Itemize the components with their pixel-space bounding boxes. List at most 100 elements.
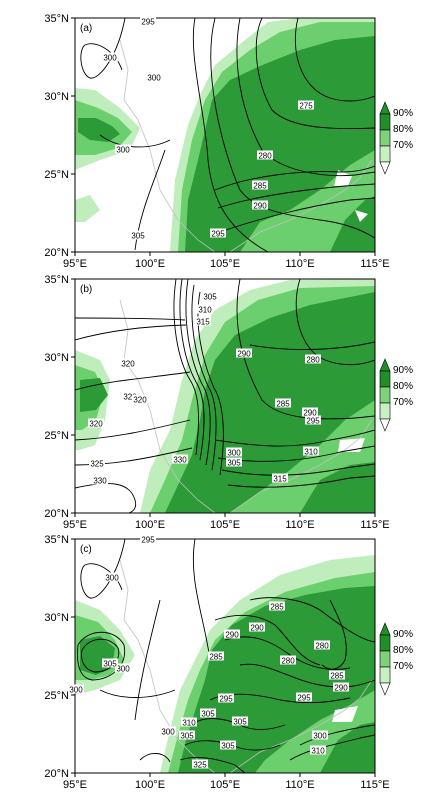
contour-label-bg: [226, 447, 242, 457]
legend-label: 90%: [393, 108, 413, 119]
contour-label: 285: [253, 182, 267, 191]
lon-tick-label: 95°E: [63, 519, 87, 531]
lon-tick-label: 115°E: [360, 519, 389, 531]
legend-arrow-top: [379, 622, 391, 636]
legend-arrow-top: [379, 358, 391, 372]
panel-b-map: [75, 279, 375, 513]
panel-tag: (c): [80, 544, 92, 555]
lat-tick-label: 30°N: [44, 91, 69, 103]
lon-tick-label: 95°E: [63, 779, 87, 791]
contour-label: 305: [131, 232, 145, 241]
coastline: [119, 559, 373, 773]
contour-label-bg: [232, 716, 248, 726]
lat-tick-label: 25°N: [44, 690, 69, 702]
contour-label-bg: [312, 730, 328, 740]
panel-a-map: [75, 18, 375, 252]
legend-swatch: [379, 129, 391, 147]
contour-label-bg: [202, 291, 218, 301]
legend-swatch: [379, 650, 391, 668]
humidity-90-region: [78, 118, 120, 142]
contour-label-bg: [305, 415, 321, 425]
humidity-90-region: [320, 722, 375, 773]
legend-swatch: [379, 402, 391, 420]
contour-label: 315: [273, 475, 287, 484]
contour-label-bg: [252, 200, 268, 210]
legend-label: 80%: [393, 645, 413, 656]
contour-label-bg: [140, 16, 156, 26]
legend-label: 70%: [393, 661, 413, 672]
contour-label: 295: [141, 18, 155, 27]
contour-label: 300: [227, 449, 241, 458]
lon-tick-label: 100°E: [135, 779, 165, 791]
contour-label: 325: [193, 761, 207, 770]
axis-ticks: 35°N30°N25°N20°N95°E 100°E 105°E 110°E 115°E…: [44, 13, 389, 791]
legend-label: 70%: [393, 140, 413, 151]
contour-label-bg: [314, 640, 330, 650]
contour-label-bg: [224, 629, 240, 639]
contour-label-bg: [195, 316, 211, 326]
contour-label-bg: [269, 601, 285, 611]
contour-label-bg: [257, 150, 273, 160]
legend-swatch: [379, 386, 391, 404]
legend-label: 90%: [393, 365, 413, 376]
lat-tick-label: 20°N: [44, 768, 69, 780]
color-legend: 90% 80% 70%: [379, 101, 413, 175]
color-legend: 90% 80% 70%: [379, 622, 413, 696]
contour-label-bg: [272, 473, 288, 483]
contour-label: 305: [227, 459, 241, 468]
contour-label: 290: [225, 631, 239, 640]
contour-label: 310: [182, 719, 196, 728]
contour-label-bg: [140, 534, 156, 544]
contour-label-bg: [172, 454, 188, 464]
contour-label: 300: [69, 686, 83, 695]
lon-tick-label: 110°E: [285, 519, 314, 531]
contour-label: 280: [258, 152, 272, 161]
panel-tag: (a): [80, 23, 92, 34]
lon-tick-label: 115°E: [360, 258, 389, 270]
panel-a: (a) 295 300 300 300 305 275 280 285 290 295: [74, 16, 376, 253]
lon-tick-label: 105°E: [210, 519, 240, 531]
contour-label-bg: [115, 663, 131, 673]
legend-label: 80%: [393, 124, 413, 135]
contour-label: 320: [133, 396, 147, 405]
contour-label: 305: [221, 742, 235, 751]
legend-label: 70%: [393, 397, 413, 408]
contour-label-bg: [296, 692, 312, 702]
contour-label-bg: [220, 740, 236, 750]
contour-label: 285: [276, 400, 290, 409]
contour-label-bg: [179, 730, 195, 740]
lon-tick-label: 105°E: [210, 779, 240, 791]
legends: 90% 80% 70% 90% 80% 70% 90% 80% 70%: [379, 101, 413, 696]
legend-arrow-bottom: [379, 418, 391, 432]
lon-tick-label: 95°E: [63, 258, 87, 270]
contour-label-bg: [226, 457, 242, 467]
legend-swatch: [379, 145, 391, 163]
contour-label-bg: [252, 180, 268, 190]
contour-label: 295: [211, 230, 225, 239]
contour-label-bg: [160, 726, 176, 736]
contour-label: 320: [123, 393, 137, 402]
contour-label-bg: [236, 348, 252, 358]
contour-label: 280: [281, 657, 295, 666]
contour-label-bg: [200, 708, 216, 718]
panel-b: (b) 305310315320320320320325330330290280…: [74, 278, 376, 514]
lat-tick-label: 30°N: [44, 352, 69, 364]
contour-label: 295: [297, 694, 311, 703]
contour-label-bg: [298, 100, 314, 110]
contour-label: 330: [173, 456, 187, 465]
contour-label-bg: [146, 72, 162, 82]
lat-tick-label: 20°N: [44, 508, 69, 520]
legend-swatch: [379, 113, 391, 131]
contour-label: 310: [304, 448, 318, 457]
contour-label: 290: [303, 409, 317, 418]
contour-label-bg: [275, 398, 291, 408]
contour-label-bg: [303, 446, 319, 456]
humidity-90-region: [300, 462, 375, 513]
contour-label-bg: [89, 458, 105, 468]
lat-tick-label: 20°N: [44, 247, 69, 259]
lat-tick-label: 25°N: [44, 430, 69, 442]
contour-label: 305: [180, 732, 194, 741]
contour-label-bg: [115, 144, 131, 154]
contour-label: 300: [103, 54, 117, 63]
lat-tick-label: 30°N: [44, 612, 69, 624]
